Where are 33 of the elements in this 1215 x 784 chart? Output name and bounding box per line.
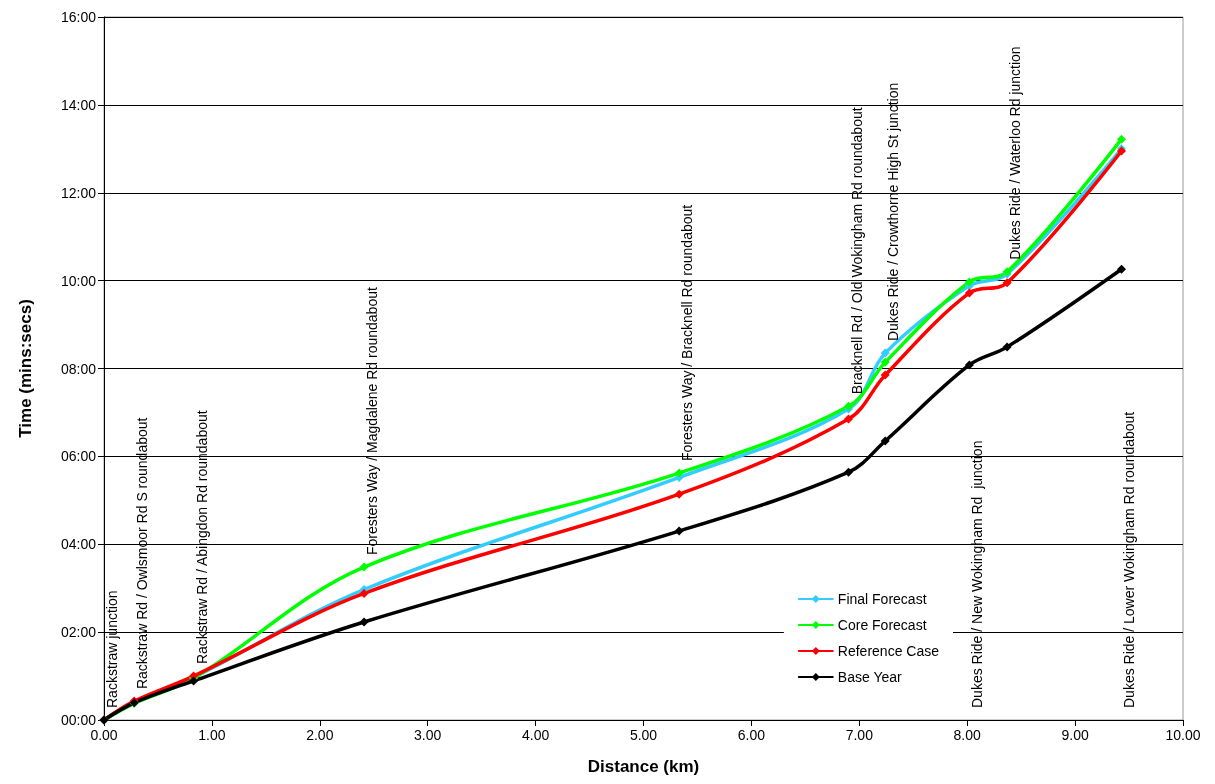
- legend-label: Base Year: [837, 669, 903, 685]
- y-tick-label: 12:00: [60, 184, 97, 201]
- y-axis-title: Time (mins:secs): [16, 299, 35, 438]
- y-tick-label: 02:00: [60, 624, 97, 641]
- x-tick-label: 9.00: [1061, 727, 1089, 743]
- x-axis-title: Distance (km): [587, 757, 700, 776]
- x-tick-label: 6.00: [737, 727, 766, 743]
- legend-label: Final Forecast: [837, 591, 927, 607]
- annotation: Rackstraw Rd / Abingdon Rd roundabout: [193, 410, 210, 665]
- annotation: Rackstraw Rd / Owlsmoor Rd S roundabout: [134, 417, 151, 690]
- y-tick-label: 08:00: [60, 360, 97, 377]
- x-tick-label: 8.00: [953, 727, 982, 743]
- y-tick-label: 14:00: [60, 96, 97, 113]
- x-tick-label: 7.00: [845, 727, 874, 743]
- annotation: Dukes Ride / New Wokingham Rd junction: [969, 440, 986, 708]
- x-tick-label: 10.00: [1165, 727, 1201, 743]
- legend-label: Reference Case: [837, 643, 940, 659]
- annotation: Dukes Ride / Lower Wokingham Rd roundabout: [1121, 411, 1138, 708]
- x-tick-label: 4.00: [521, 727, 550, 743]
- x-tick-label: 0.00: [90, 727, 118, 743]
- legend-label: Core Forecast: [837, 617, 927, 633]
- y-tick-label: 10:00: [60, 272, 97, 289]
- x-tick-label: 3.00: [414, 727, 442, 743]
- annotation: Foresters Way / Bracknell Rd roundabout: [679, 204, 696, 462]
- x-tick-label: 5.00: [629, 727, 658, 743]
- y-tick-label: 06:00: [60, 448, 97, 465]
- annotation: Dukes Ride / Crowthorne High St junction: [885, 82, 902, 342]
- x-tick-label: 1.00: [198, 727, 226, 743]
- y-tick-label: 16:00: [60, 9, 97, 25]
- annotation: Rackstraw junction: [104, 590, 120, 708]
- x-tick-label: 2.00: [306, 727, 334, 743]
- y-tick-label: 00:00: [60, 712, 97, 728]
- y-tick-label: 04:00: [60, 536, 97, 553]
